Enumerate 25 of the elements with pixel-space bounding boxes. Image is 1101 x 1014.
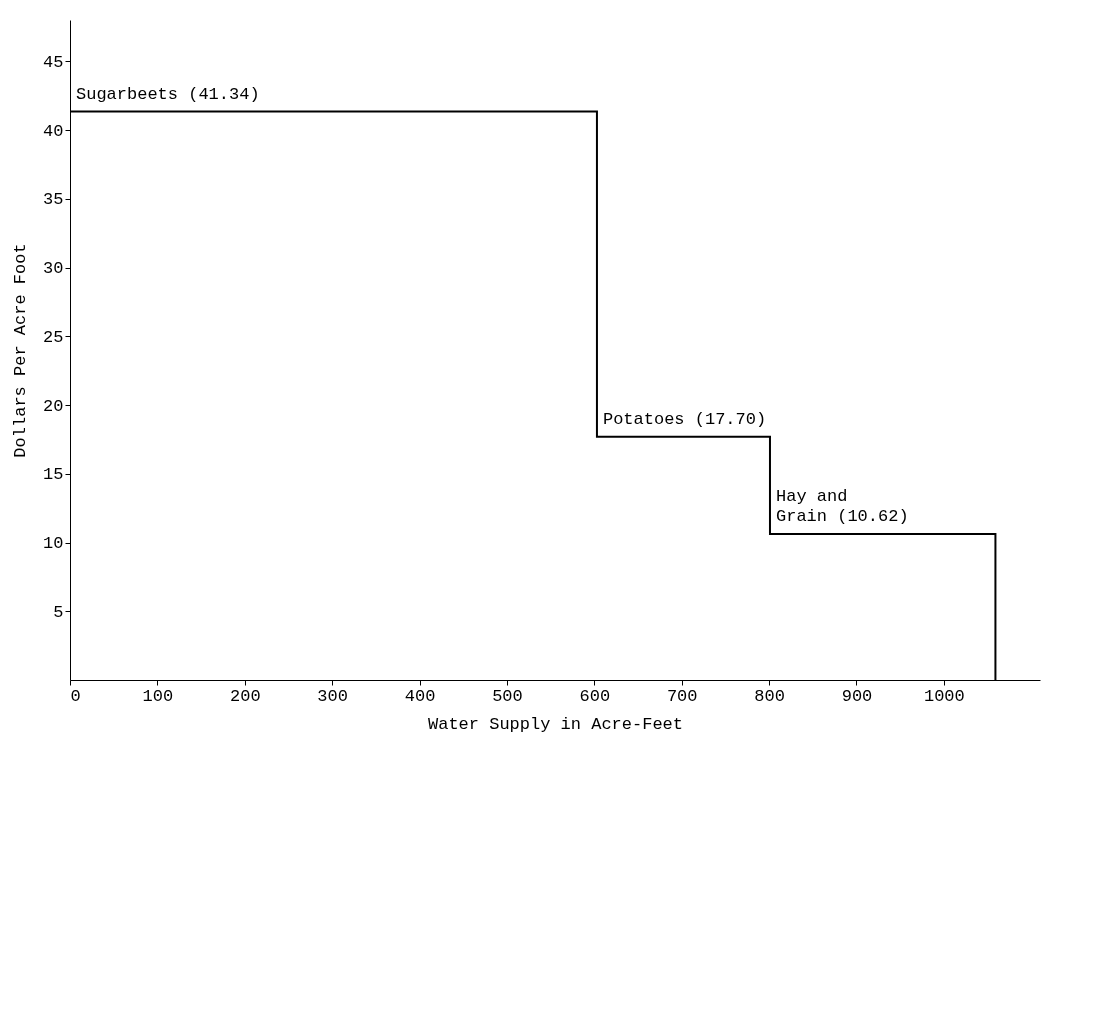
y-tick-label: 40 (43, 121, 64, 141)
y-tick-label: 20 (43, 396, 64, 416)
data-label: Potatoes (17.70) (602, 409, 767, 429)
x-tick-label: 600 (579, 686, 611, 706)
x-tick-label: 700 (666, 686, 698, 706)
y-tick-label: 15 (43, 465, 64, 485)
x-tick-label: 1000 (923, 686, 965, 706)
y-tick-label: 45 (43, 52, 64, 72)
x-tick-label: 400 (404, 686, 436, 706)
y-axis-title: Dollars Per Acre Foot (11, 243, 31, 458)
y-tick-label: 5 (53, 602, 64, 622)
y-tick-label: 30 (43, 259, 64, 278)
y-tick-label: 10 (43, 534, 64, 553)
x-tick-label: 100 (142, 686, 174, 706)
data-label: Sugarbeets (41.34) (76, 84, 260, 104)
x-axis-title: Water Supply in Acre-Feet (427, 714, 684, 734)
x-tick-label: 200 (229, 686, 261, 706)
x-tick-label: 900 (841, 686, 873, 706)
x-tick-label: 0 (70, 686, 81, 706)
y-tick-label: 25 (43, 327, 64, 347)
data-label: Hay and Grain (10.62) (775, 486, 909, 526)
x-tick-label: 500 (492, 686, 523, 706)
x-tick-label: 300 (317, 686, 348, 706)
x-tick-label: 800 (754, 686, 785, 706)
y-tick-label: 35 (43, 190, 64, 210)
